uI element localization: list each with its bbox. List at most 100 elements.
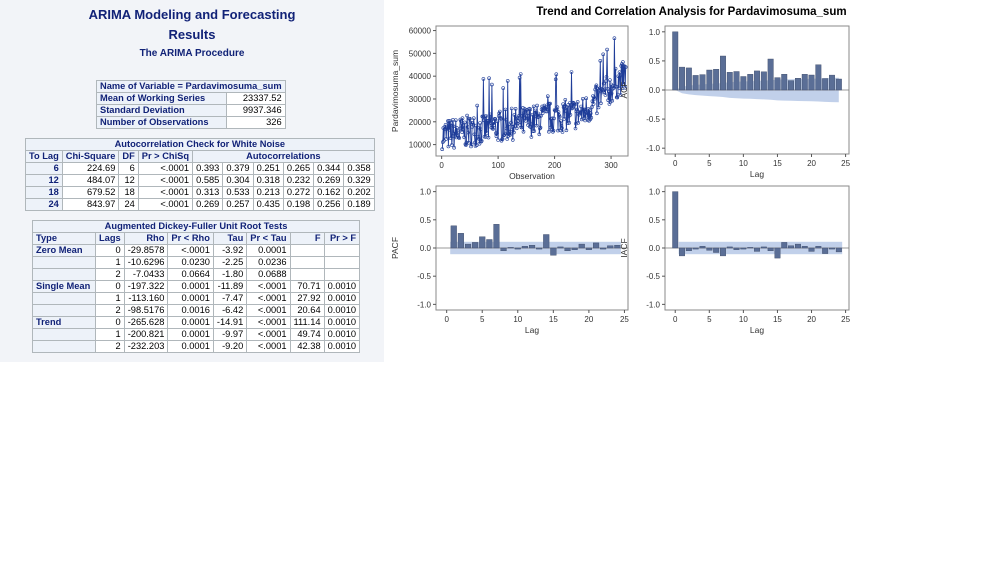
cell-prho: 0.0016 [167, 304, 214, 317]
cell-tau: -14.91 [212, 316, 248, 329]
series-point [591, 102, 596, 106]
correlation-bar [801, 246, 808, 249]
cell-autocorrelation: 0.379 [222, 162, 254, 175]
correlation-bar [706, 69, 713, 91]
series-point [473, 140, 477, 145]
series-point [455, 130, 460, 135]
correlation-bar [450, 225, 457, 249]
cell-df: 12 [118, 174, 139, 187]
y-axis-label: IACF [619, 238, 629, 257]
series-point [474, 143, 479, 147]
series-point [551, 128, 556, 133]
cell-p: <.0001 [137, 174, 194, 187]
correlation-bar [808, 74, 815, 91]
y-tick-label: 40000 [409, 72, 432, 81]
series-point [538, 125, 543, 130]
series-point [528, 107, 533, 111]
cell-prho: 0.0001 [167, 316, 214, 329]
y-tick-label: 1.0 [420, 188, 432, 197]
series-point [513, 123, 517, 128]
series-point [533, 108, 538, 113]
series-point [552, 108, 557, 112]
correlation-bar [592, 242, 600, 249]
series-point [540, 111, 545, 115]
x-tick-label: 0 [673, 159, 678, 168]
cell-autocorrelation: 0.318 [252, 174, 284, 187]
row-value: 326 [225, 116, 286, 129]
series-point [505, 137, 509, 141]
col-header: Pr > F [323, 232, 361, 245]
series-point [580, 107, 585, 111]
correlation-bar [557, 246, 564, 249]
correlation-bar [829, 247, 835, 250]
correlation-bar [607, 245, 614, 249]
series-point [449, 121, 453, 125]
series-point [450, 143, 454, 147]
series-point [539, 113, 543, 118]
correlation-bar [692, 75, 699, 91]
cell-prho: 0.0001 [167, 280, 214, 293]
table-row: 12 484.07 12 <.0001 0.585 0.304 0.318 0.232 0.26… [25, 174, 375, 187]
series-point [614, 84, 618, 89]
correlation-bar [672, 191, 679, 249]
x-tick-label: 5 [480, 315, 485, 324]
correlation-bar [733, 247, 740, 250]
correlation-bar [781, 242, 788, 249]
x-axis-label: Lag [750, 169, 764, 179]
series-point [604, 75, 609, 79]
series-point [440, 147, 445, 151]
correlation-bar [740, 247, 747, 250]
series-point [575, 107, 579, 112]
series-point [470, 121, 475, 125]
cell-prho: 0.0001 [167, 328, 214, 341]
correlation-bar [795, 78, 801, 91]
cell-autocorrelation: 0.585 [192, 174, 224, 187]
row-label: Mean of Working Series [96, 92, 227, 105]
series-point [530, 122, 534, 126]
correlation-bar [706, 247, 713, 251]
cell-df: 24 [118, 198, 139, 211]
series-point [509, 120, 513, 125]
series-point [574, 121, 578, 126]
cell-f: 70.71 [289, 280, 325, 293]
cell-autocorrelation: 0.533 [222, 186, 254, 199]
series-point [578, 111, 583, 115]
cell-tau: -9.97 [212, 328, 248, 341]
series-point [570, 105, 575, 110]
series-point [590, 105, 594, 109]
correlation-bar [822, 247, 829, 254]
variable-table-caption: Name of Variable = Pardavimosuma_sum [96, 80, 286, 93]
cell-f: 27.92 [289, 292, 325, 305]
series-point [485, 131, 489, 135]
series-point [536, 111, 540, 116]
y-tick-label: 1.0 [649, 188, 661, 197]
page-title: ARIMA Modeling and Forecasting [88, 7, 296, 22]
series-point [486, 119, 490, 123]
series-point [608, 78, 612, 82]
procedure-title: The ARIMA Procedure [139, 48, 245, 59]
series-point [518, 72, 523, 76]
col-header: Rho [123, 232, 169, 245]
series-point [560, 126, 564, 130]
cell-p: <.0001 [137, 198, 194, 211]
series-point [563, 98, 568, 102]
correlation-bar [500, 247, 507, 251]
series-point [558, 128, 562, 133]
correlation-bar [774, 77, 781, 91]
x-axis-label: Observation [509, 171, 555, 181]
series-point [469, 142, 474, 147]
cell-ptau: <.0001 [246, 304, 291, 317]
correlation-bar [781, 74, 788, 91]
series-point [466, 130, 470, 135]
series-point [604, 79, 608, 83]
series-point [472, 116, 476, 120]
series-point [620, 62, 624, 66]
series-point [524, 119, 528, 123]
cell-autocorrelation: 0.393 [192, 162, 224, 175]
series-point [508, 129, 513, 134]
series-point [499, 117, 503, 121]
correlation-bar [767, 247, 774, 251]
white-noise-caption: Autocorrelation Check for White Noise [25, 138, 375, 151]
series-point [457, 136, 461, 140]
cell-autocorrelation: 0.304 [222, 174, 254, 187]
